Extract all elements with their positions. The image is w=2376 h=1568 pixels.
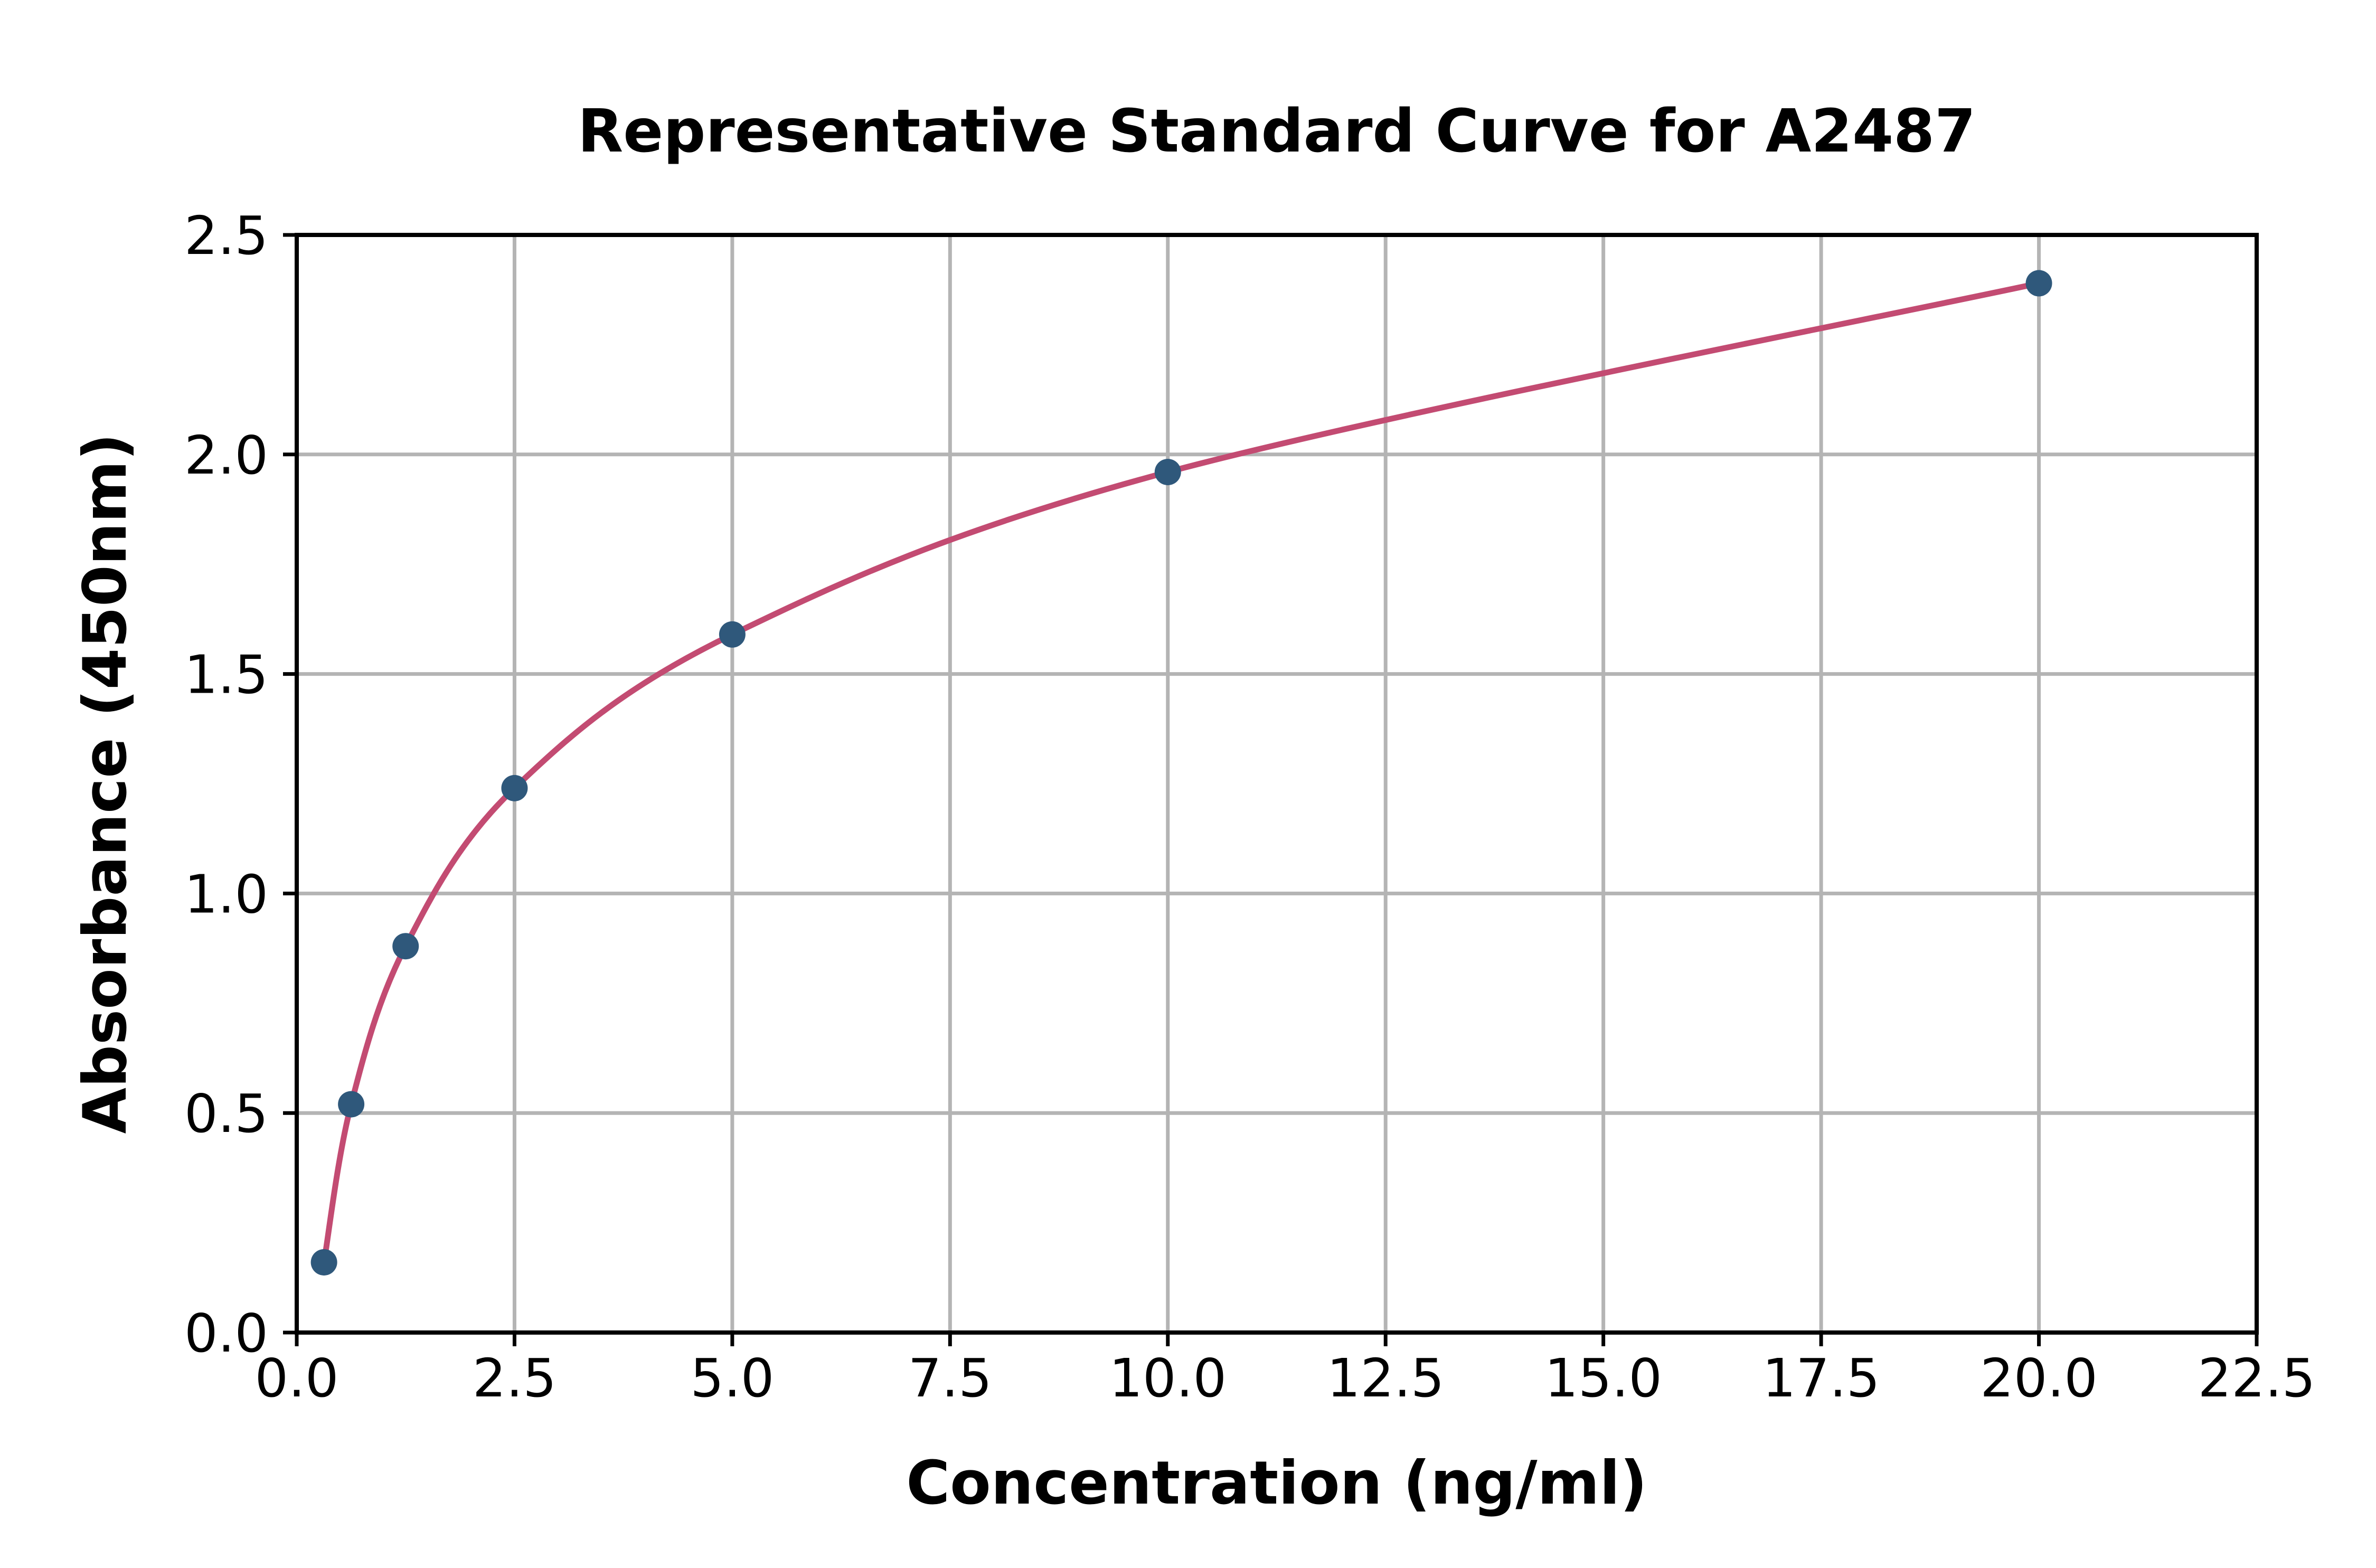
y-tick-label-0.0: 0.0 — [184, 1302, 268, 1364]
x-tick-label-2.5: 2.5 — [473, 1347, 557, 1409]
x-tick-label-15.0: 15.0 — [1544, 1347, 1662, 1409]
y-tick-label-1.5: 1.5 — [184, 644, 268, 706]
y-tick-label-1.0: 1.0 — [184, 863, 268, 925]
y-tick-label-0.5: 0.5 — [184, 1083, 268, 1145]
data-point-1.25 — [392, 933, 419, 960]
fit-curve-line — [321, 280, 2042, 1265]
data-point-2.5 — [501, 774, 528, 801]
data-points — [310, 270, 2052, 1276]
axes-spines — [295, 233, 2259, 1335]
data-point-0.313 — [310, 1249, 337, 1276]
x-tick-label-22.5: 22.5 — [2198, 1347, 2316, 1409]
y-tick-label-2.5: 2.5 — [184, 205, 268, 267]
data-point-10 — [1154, 459, 1181, 486]
x-tick-label-20.0: 20.0 — [1980, 1347, 2098, 1409]
tick-marks — [283, 233, 2259, 1346]
x-tick-label-17.5: 17.5 — [1762, 1347, 1880, 1409]
x-tick-label-12.5: 12.5 — [1327, 1347, 1445, 1409]
y-axis-label: Absorbance (450nm) — [70, 433, 140, 1134]
chart-title: Representative Standard Curve for A2487 — [578, 97, 1976, 166]
y-tick-labels: 0.0 0.5 1.0 1.5 2.0 2.5 — [184, 205, 268, 1364]
x-tick-label-7.5: 7.5 — [908, 1347, 992, 1409]
plot-area-background — [297, 235, 2257, 1333]
x-axis-label: Concentration (ng/ml) — [906, 1448, 1647, 1518]
data-point-20 — [2025, 270, 2052, 297]
x-tick-label-10.0: 10.0 — [1109, 1347, 1227, 1409]
y-tick-label-2.0: 2.0 — [184, 424, 268, 486]
x-tick-labels: 0.0 2.5 5.0 7.5 10.0 12.5 15.0 17.5 20.0 22.5 — [254, 1347, 2315, 1409]
x-tick-label-5.0: 5.0 — [690, 1347, 774, 1409]
x-tick-label-0.0: 0.0 — [254, 1347, 338, 1409]
gridlines — [297, 235, 2257, 1333]
data-point-0.625 — [338, 1091, 365, 1118]
data-point-5 — [719, 621, 746, 648]
